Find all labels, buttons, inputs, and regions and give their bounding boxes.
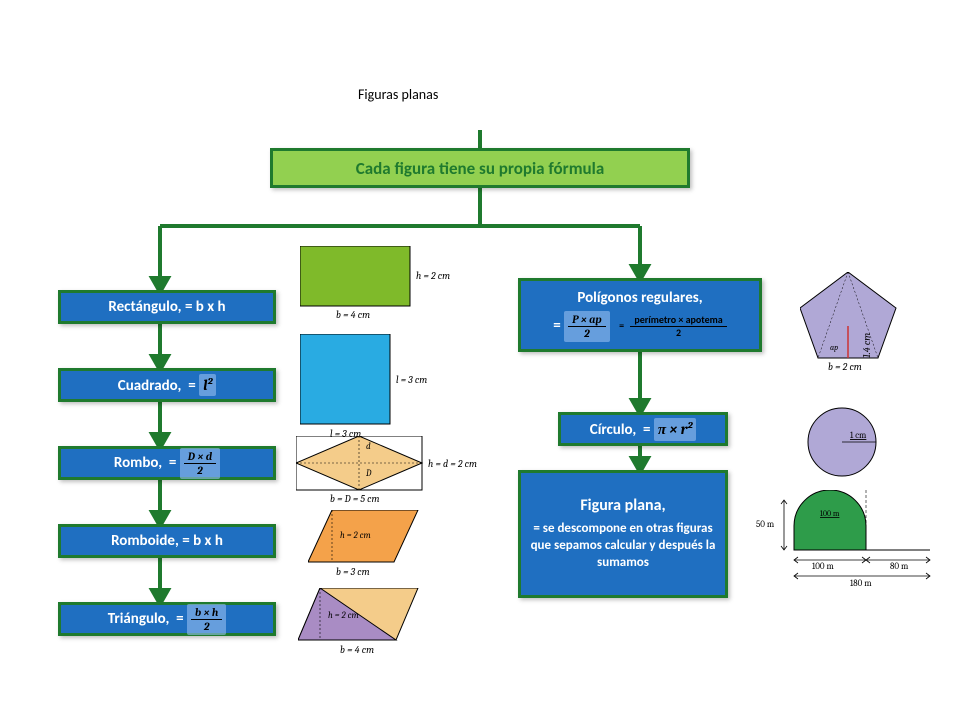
box-romboide: Romboide, = b x h: [58, 524, 276, 558]
formula-badge: l²: [199, 374, 216, 396]
svg-text:h = 2 cm: h = 2 cm: [328, 611, 359, 621]
denominator: 2: [191, 620, 222, 633]
comp-label-180: 180 m: [850, 579, 872, 589]
formula-frac-long: = perímetro × apotema 2: [619, 314, 727, 339]
svg-text:100 m: 100 m: [820, 509, 840, 518]
rombo-label-h: h = d = 2 cm: [428, 458, 477, 470]
numerator: D × d: [184, 450, 216, 464]
formula: = b x h: [185, 298, 226, 316]
body: = se descompone en otras figuras que sep…: [527, 521, 719, 572]
label: Cuadrado,: [118, 377, 182, 395]
romboide-label-b: b = 3 cm: [336, 566, 370, 578]
denominator: 2: [184, 464, 216, 477]
figure-romboide: h = 2 cm: [308, 510, 438, 586]
label: Círculo,: [590, 421, 636, 439]
box-circulo: Círculo, = π × r²: [558, 412, 728, 446]
denominator: 2: [630, 327, 726, 339]
label: Rectángulo,: [108, 298, 181, 316]
numerator: perímetro × apotema: [630, 314, 726, 327]
box-figura-plana: Figura plana, = se descompone en otras f…: [518, 470, 728, 598]
figure-circulo: 1 cm: [804, 404, 884, 484]
label: Polígonos regulares,: [527, 289, 753, 307]
box-rectangulo: Rectángulo, = b x h: [58, 290, 276, 324]
comp-label-80: 80 m: [890, 562, 908, 572]
rect-label-b: b = 4 cm: [336, 309, 370, 321]
denominator: 2: [568, 327, 606, 340]
svg-text:ap: ap: [830, 343, 838, 352]
label: Rombo,: [114, 454, 162, 472]
formula-frac: D × d 2: [180, 448, 220, 479]
box-poligono: Polígonos regulares, = P × ap 2 = períme…: [518, 278, 762, 352]
numerator: b × h: [191, 606, 222, 620]
formula-badge: π × r²: [654, 418, 696, 441]
comp-label-50: 50 m: [756, 520, 774, 530]
box-cuadrado: Cuadrado, = l²: [58, 368, 276, 402]
box-rombo: Rombo, = D × d 2: [58, 446, 276, 480]
svg-text:d: d: [366, 442, 371, 452]
main-heading-text: Cada figura tiene su propia fórmula: [356, 158, 605, 179]
sq-label-side-r: l = 3 cm: [396, 374, 427, 386]
formula: = b x h: [182, 532, 223, 550]
formula-frac: b × h 2: [187, 604, 226, 635]
box-triangulo: Triángulo, = b × h 2: [58, 602, 276, 636]
numerator: P × ap: [568, 313, 606, 327]
rect-label-h: h = 2 cm: [416, 270, 450, 282]
title: Figura plana,: [527, 496, 719, 515]
svg-text:1 cm: 1 cm: [850, 431, 867, 441]
pent-label-h: 1.4 cm: [861, 333, 873, 358]
svg-text:D: D: [365, 469, 372, 479]
comp-label-100h: 100 m: [812, 562, 834, 572]
label: Romboide,: [111, 532, 179, 550]
formula-frac-short: P × ap 2: [564, 311, 610, 342]
pent-label-b: b = 2 cm: [828, 361, 862, 373]
figure-compuesta: 100 m: [780, 490, 950, 610]
svg-text:h = 2 cm: h = 2 cm: [340, 531, 371, 541]
rombo-label-b: b = D = 5 cm: [330, 493, 379, 505]
main-heading-box: Cada figura tiene su propia fórmula: [270, 148, 690, 188]
label: Triángulo,: [108, 610, 170, 628]
page-title: Figuras planas: [358, 86, 438, 103]
tri-label-b: b = 4 cm: [340, 644, 374, 656]
